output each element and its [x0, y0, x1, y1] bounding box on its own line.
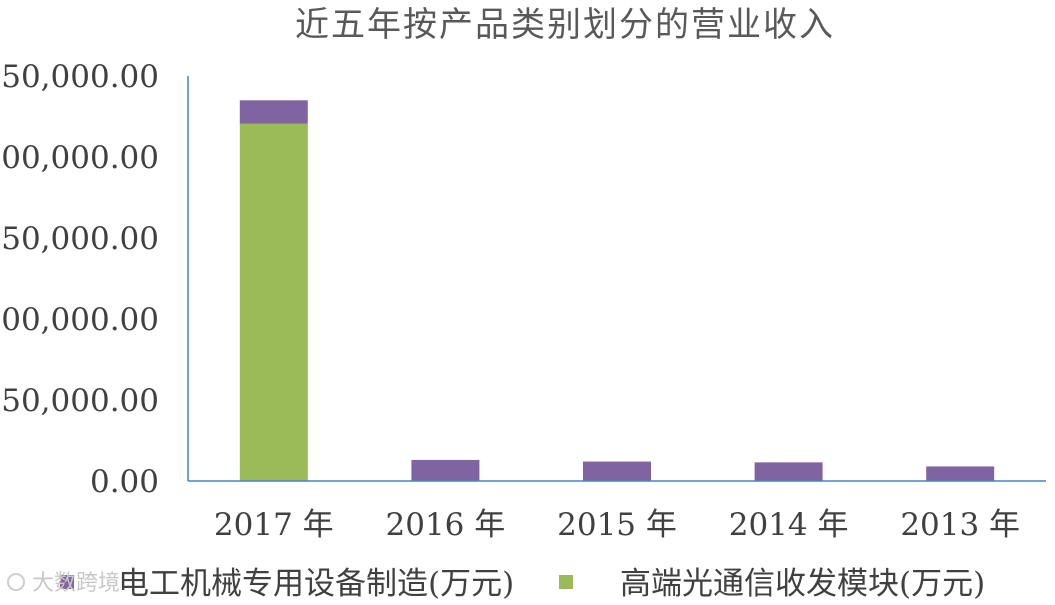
legend-label: 电工机械专用设备制造(万元)	[118, 566, 514, 602]
legend-label: 高端光通信收发模块(万元)	[620, 566, 985, 602]
bar-segment-1	[926, 466, 995, 481]
y-tick-label: 150,000.00	[0, 221, 159, 257]
y-tick-label: 250,000.00	[0, 59, 159, 95]
x-tick-label: 2013 年	[900, 507, 1020, 543]
chart-title: 近五年按产品类别划分的营业收入	[295, 5, 835, 45]
legend-swatch	[559, 575, 573, 589]
watermark-text: 大数跨境	[32, 571, 120, 596]
legend: 电工机械专用设备制造(万元) 高端光通信收发模块(万元)	[60, 566, 985, 602]
x-axis-ticks: 2017 年 2016 年 2015 年 2014 年 2013 年	[214, 507, 1020, 543]
x-tick-label: 2014 年	[729, 507, 849, 543]
watermark-logo-icon	[7, 573, 25, 591]
x-tick-label: 2017 年	[214, 507, 334, 543]
bar-segment-1	[239, 100, 308, 124]
y-tick-label: 50,000.00	[1, 383, 159, 419]
x-tick-label: 2016 年	[386, 507, 506, 543]
bar-segment-1	[411, 459, 480, 481]
bar-segment-0	[239, 123, 308, 481]
legend-swatch	[60, 575, 74, 589]
y-tick-label: 0.00	[90, 464, 159, 500]
bar-segment-1	[583, 461, 651, 481]
y-axis-ticks: 0.00 50,000.00 100,000.00 150,000.00 200,000…	[0, 59, 159, 500]
bar-segment-1	[754, 462, 823, 481]
watermark: 大数跨境	[7, 571, 120, 596]
bars	[239, 100, 995, 481]
x-tick-label: 2015 年	[557, 507, 677, 543]
y-tick-label: 100,000.00	[0, 302, 159, 338]
y-tick-label: 200,000.00	[0, 140, 159, 176]
